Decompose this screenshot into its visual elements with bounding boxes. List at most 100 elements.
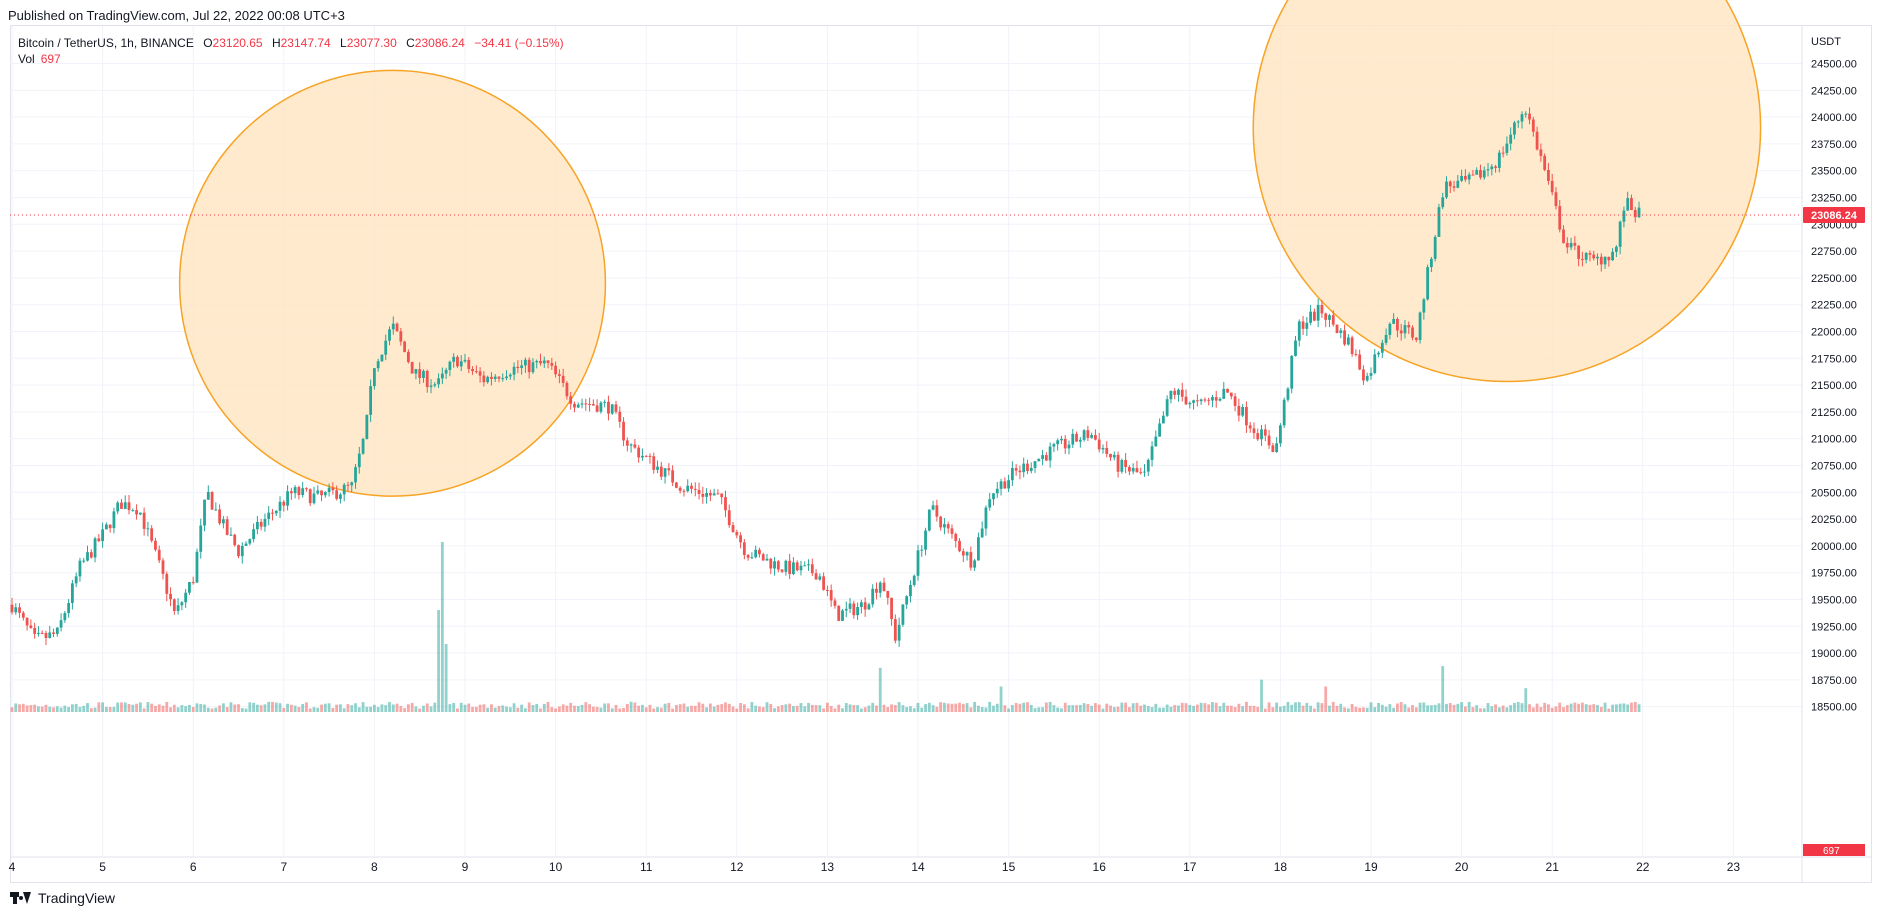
candle-body (1282, 399, 1286, 426)
candle-body (1346, 337, 1350, 345)
volume-bar (1071, 705, 1075, 712)
candle-body (165, 573, 169, 594)
volume-bar (682, 703, 686, 712)
candle-body (931, 505, 935, 510)
candle-body (10, 604, 14, 613)
volume-bar (89, 708, 93, 712)
volume-bar (1471, 707, 1475, 712)
candle-body (550, 362, 554, 366)
candle-body (1377, 352, 1380, 355)
volume-bar (946, 703, 950, 712)
volume-bar (1577, 703, 1581, 712)
y-tick-label: 21750.00 (1811, 353, 1857, 365)
volume-bar (678, 704, 682, 712)
candle-body (539, 360, 542, 364)
candle-body (784, 560, 788, 572)
candle-body (1165, 399, 1169, 416)
volume-bar (1384, 706, 1388, 712)
volume-bar (312, 707, 316, 712)
candle-body (754, 549, 758, 558)
published-caption: Published on TradingView.com, Jul 22, 20… (8, 8, 345, 23)
footer-brand[interactable]: TradingView (10, 890, 115, 906)
volume-bar (308, 708, 312, 712)
volume-bar (448, 704, 452, 712)
volume-bar (1596, 705, 1599, 712)
candle-body (218, 509, 222, 524)
volume-bar (920, 707, 924, 712)
volume-bar (429, 706, 433, 712)
candle-body (25, 617, 29, 626)
volume-value: 697 (40, 52, 61, 66)
candle-body (576, 404, 580, 408)
candle-body (440, 373, 444, 379)
candle-body (1475, 170, 1479, 175)
candle-body (1177, 389, 1180, 395)
volume-bar (569, 702, 573, 712)
volume-bar (1494, 704, 1497, 712)
volume-bar (55, 706, 59, 712)
candle-body (724, 497, 727, 511)
volume-bar (614, 705, 618, 712)
volume-bar (1335, 705, 1339, 712)
candle-body (610, 404, 614, 414)
volume-bar (1630, 702, 1633, 712)
candle-body (1365, 375, 1369, 381)
candle-body (1630, 198, 1633, 211)
volume-bar (74, 703, 78, 712)
candle-body (478, 371, 482, 376)
candle-body (1430, 258, 1433, 268)
candle-body (1158, 423, 1161, 437)
candle-body (301, 488, 305, 496)
candle-body (720, 493, 724, 498)
y-tick-label: 22500.00 (1811, 273, 1857, 285)
candle-body (822, 576, 826, 590)
candle-body (595, 405, 599, 412)
x-tick-label: 7 (280, 860, 287, 874)
volume-bar (875, 705, 878, 712)
volume-bar (1297, 702, 1301, 712)
candle-body (833, 600, 837, 606)
candle-body (267, 512, 271, 519)
volume-bar (350, 705, 354, 712)
symbol-label: Bitcoin / TetherUS, 1h, BINANCE (18, 36, 194, 50)
volume-bar (501, 705, 505, 712)
volume-bar (176, 707, 180, 712)
volume-bar (214, 707, 218, 712)
candle-body (1048, 446, 1052, 461)
candle-body (1007, 480, 1010, 489)
volume-bar (1509, 705, 1513, 712)
volume-bar (1377, 702, 1380, 712)
candle-body (1056, 440, 1060, 445)
volume-bar (40, 706, 44, 712)
volume-bar (1048, 701, 1052, 712)
volume-bar (1373, 707, 1377, 712)
candle-body (1554, 192, 1558, 207)
volume-bar (958, 702, 961, 712)
volume-bar (758, 706, 761, 712)
candle-body (40, 632, 44, 634)
candle-body (490, 376, 493, 379)
volume-bar (1411, 705, 1414, 712)
volume-bar (78, 706, 82, 712)
y-tick-label: 24250.00 (1811, 85, 1857, 97)
volume-bar (637, 705, 641, 712)
volume-bar (1094, 703, 1097, 712)
volume-bar (1195, 704, 1199, 712)
candle-body (433, 384, 437, 386)
volume-bar (1456, 703, 1460, 712)
volume-bar (690, 705, 693, 712)
candle-body (414, 369, 418, 374)
volume-bar (252, 702, 255, 712)
volume-bar (712, 706, 716, 712)
volume-bar (720, 704, 724, 712)
volume-bar (1399, 702, 1403, 712)
volume-bar (697, 702, 701, 712)
candle-body (1637, 207, 1641, 218)
volume-bar (550, 707, 554, 712)
candle-body (1229, 392, 1233, 397)
volume-bar (1116, 706, 1120, 712)
volume-bar (576, 706, 580, 712)
volume-bar (493, 707, 497, 712)
volume-bar (1086, 703, 1090, 712)
